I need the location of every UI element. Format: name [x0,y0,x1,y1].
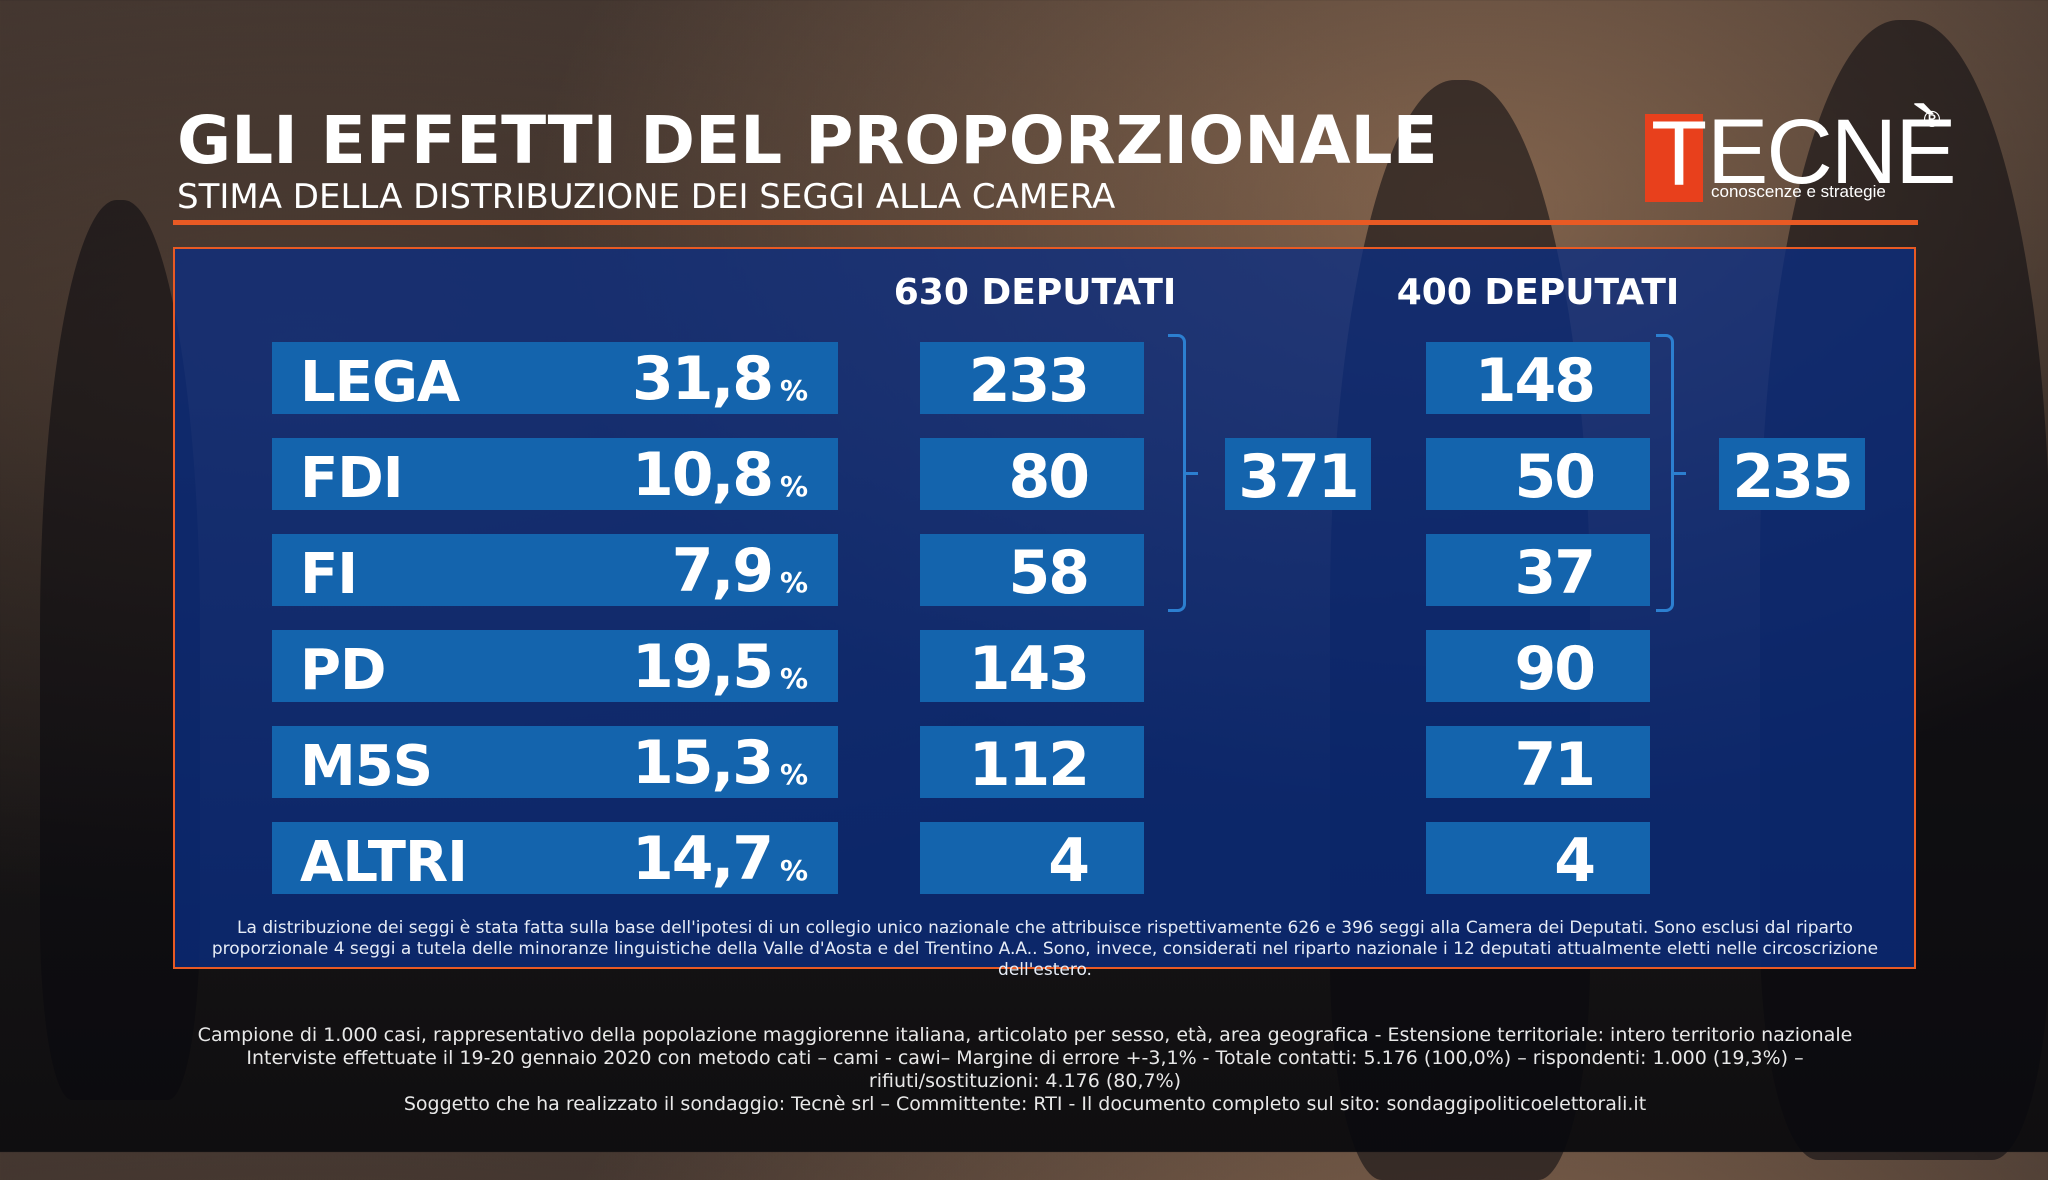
methodology-note: La distribuzione dei seggi è stata fatta… [211,918,1879,980]
party-name: FDI [300,446,404,511]
seats-400-value: 37 [1514,538,1596,608]
page-subtitle: STIMA DELLA DISTRIBUZIONE DEI SEGGI ALLA… [177,177,1116,217]
seats-400-value: 148 [1474,346,1596,416]
seats-630-fi: 58 [920,534,1144,608]
party-percentage: 14,7 [631,824,774,894]
seats-630-fdi: 80 [920,438,1144,512]
seats-400-value: 50 [1514,442,1596,512]
percent-sign: % [779,854,808,887]
seats-400-m5s: 71 [1426,726,1650,800]
seats-400-pd: 90 [1426,630,1650,704]
seats-630-value: 233 [968,346,1090,416]
seats-400-value: 4 [1554,826,1596,896]
party-percentage: 31,8 [631,344,774,414]
party-row-m5s: M5S 15,3% [272,726,838,799]
seats-400-altri: 4 [1426,822,1650,896]
party-name: ALTRI [300,830,468,895]
footer-line-3: Soggetto che ha realizzato il sondaggio:… [403,1093,1647,1115]
seats-630-value: 80 [1008,442,1090,512]
seats-400-fi: 37 [1426,534,1650,608]
seats-630-lega: 233 [920,342,1144,416]
party-row-lega: LEGA 31,8% [272,342,838,415]
coalition-total-400-value: 235 [1732,442,1853,512]
seats-630-value: 58 [1008,538,1090,608]
tecne-logo: T ECNÈ ® conoscenze e strategie [1645,106,1957,208]
party-percentage: 19,5 [631,632,774,702]
page-title: GLI EFFETTI DEL PROPORZIONALE [177,102,1438,179]
title-underline [173,220,1918,225]
seats-400-value: 90 [1514,634,1596,704]
percent-sign: % [779,662,808,695]
survey-footer: Campione di 1.000 casi, rappresentativo … [160,1024,1890,1116]
coalition-bracket-400-tick [1672,472,1686,475]
seats-400-lega: 148 [1426,342,1650,416]
column-header-630: 630 DEPUTATI [893,272,1177,313]
party-name: FI [300,542,358,607]
percent-sign: % [779,758,808,791]
party-row-altri: ALTRI 14,7% [272,822,838,895]
seats-630-altri: 4 [920,822,1144,896]
column-header-400: 400 DEPUTATI [1396,272,1680,313]
party-name: M5S [300,734,433,799]
percent-sign: % [779,374,808,407]
party-percentage: 7,9 [671,536,774,606]
footer-line-2: Interviste effettuate il 19-20 gennaio 2… [246,1047,1804,1092]
coalition-bracket-630-tick [1184,472,1198,475]
seats-630-pd: 143 [920,630,1144,704]
footer-line-1: Campione di 1.000 casi, rappresentativo … [197,1024,1853,1046]
party-row-fi: FI 7,9% [272,534,838,607]
seats-630-m5s: 112 [920,726,1144,800]
party-row-fdi: FDI 10,8% [272,438,838,511]
seats-630-value: 4 [1048,826,1090,896]
seats-400-fdi: 50 [1426,438,1650,512]
seats-400-value: 71 [1514,730,1596,800]
seats-630-value: 112 [968,730,1090,800]
party-percentage: 15,3 [631,728,774,798]
logo-t-block: T [1645,108,1707,202]
coalition-total-400: 235 [1719,438,1865,512]
logo-wordmark: ECNÈ [1707,101,1957,203]
percent-sign: % [779,470,808,503]
party-row-pd: PD 19,5% [272,630,838,703]
party-name: LEGA [300,350,460,415]
coalition-total-630-value: 371 [1238,442,1359,512]
percent-sign: % [779,566,808,599]
party-name: PD [300,638,387,703]
logo-tagline: conoscenze e strategie [1711,182,1886,201]
coalition-total-630: 371 [1225,438,1371,512]
registered-mark: ® [1921,108,1943,133]
party-percentage: 10,8 [631,440,774,510]
seats-630-value: 143 [968,634,1090,704]
